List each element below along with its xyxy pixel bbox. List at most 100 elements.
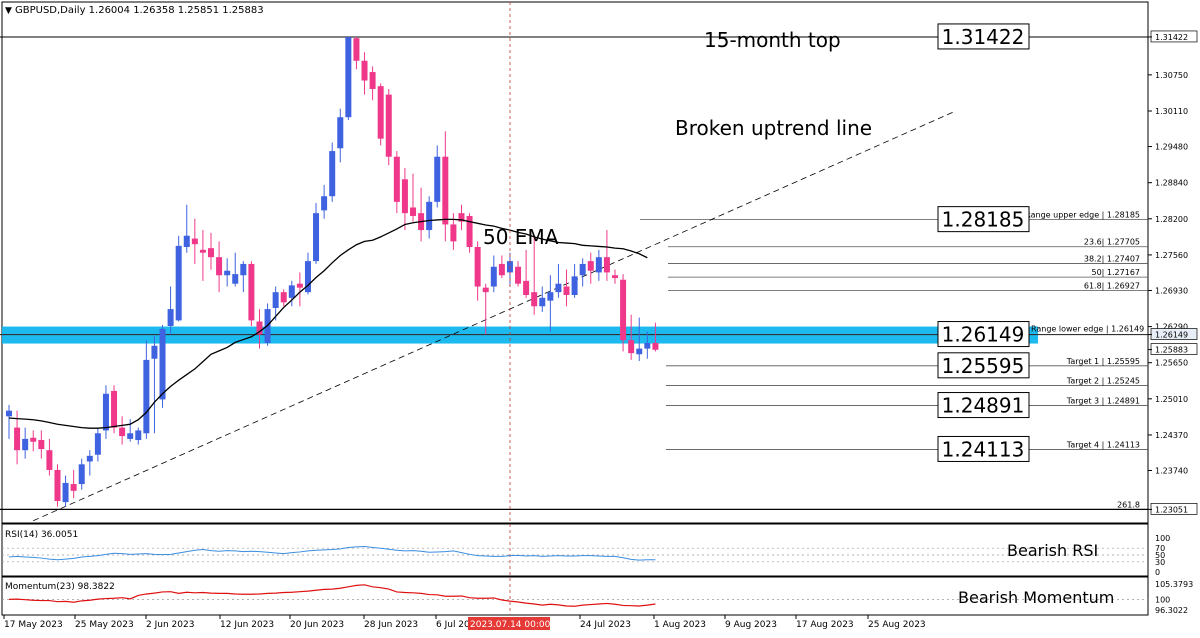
candle-body — [450, 224, 457, 242]
level-label: 50| 1.27167 — [1092, 268, 1141, 277]
rsi-annotation: Bearish RSI — [1007, 541, 1098, 560]
price-callout: 1.28185 — [942, 208, 1025, 232]
candle-body — [78, 464, 85, 485]
candle-body — [208, 248, 214, 258]
price-axis-label: 1.25650 — [1155, 359, 1188, 368]
candle-body — [571, 276, 578, 295]
candle-body — [240, 263, 247, 276]
price-axis-label: 1.23740 — [1155, 467, 1188, 476]
price-callout-box — [937, 23, 1030, 50]
rsi-axis-label: 50 — [1155, 551, 1165, 560]
symbol-header: GBPUSD,Daily 1.26004 1.26358 1.25851 1.2… — [15, 5, 264, 16]
candle-body — [337, 117, 344, 149]
date-label: 2 Jun 2023 — [146, 620, 194, 630]
candle-body — [579, 263, 586, 276]
price-axis-label: 1.24370 — [1155, 431, 1188, 440]
candle-body — [296, 283, 303, 288]
candle-body — [652, 342, 659, 350]
big-labels-layer: 1.31422 1.28185 1.26149 1.25595 1.24891 1.241… — [937, 23, 1030, 462]
price-axis-label: 1.31422 — [1155, 33, 1188, 42]
candle-body — [151, 345, 158, 359]
price-axis-layer: 1.31422 1.30750 1.30110 1.29480 1.28840 1.282… — [1148, 30, 1198, 515]
candle-body — [353, 38, 360, 61]
candle-body — [288, 285, 295, 298]
price-axis-label: 1.30750 — [1155, 71, 1188, 80]
candle-body — [636, 348, 643, 355]
candle-body — [304, 261, 311, 293]
price-callout-box — [937, 206, 1030, 233]
candle-body — [410, 207, 416, 216]
collapse-triangle-icon[interactable]: ▼ — [5, 6, 12, 16]
rsi-axis-label: 100 — [1155, 534, 1170, 543]
candle-body — [248, 263, 255, 321]
candle-body — [620, 279, 627, 341]
uptrend-line — [33, 111, 955, 522]
date-label: 24 Jul 2023 — [580, 620, 631, 630]
candle-body — [313, 213, 320, 262]
selected-date-label: 2023.07.14 00:00 — [470, 620, 551, 630]
date-label: 9 Aug 2023 — [725, 620, 777, 630]
candle-body — [256, 321, 263, 335]
candle-body — [232, 274, 239, 284]
date-label: 20 Jun 2023 — [290, 620, 344, 630]
candle-body — [86, 455, 93, 462]
candle-body — [361, 60, 368, 81]
level-label: Target 2 | 1.25245 — [1066, 377, 1140, 386]
candle-body — [498, 263, 505, 276]
candle-body — [143, 359, 150, 434]
candles-layer — [6, 37, 659, 507]
date-label: 25 Aug 2023 — [868, 620, 926, 630]
candle-body — [38, 440, 45, 450]
candle-body — [595, 257, 602, 273]
date-label: 1 Aug 2023 — [654, 620, 706, 630]
level-label: Target 1 | 1.25595 — [1066, 357, 1140, 366]
price-callout: 1.25595 — [942, 354, 1025, 378]
candle-body — [377, 86, 384, 139]
candle-body — [30, 437, 37, 442]
candle-body — [321, 196, 328, 211]
candle-body — [6, 410, 12, 417]
trendline-annotation: Broken uptrend line — [675, 116, 872, 140]
trendline-layer — [33, 111, 955, 522]
candle-body — [369, 72, 376, 89]
momentum-line — [8, 584, 656, 607]
date-label: 17 Aug 2023 — [796, 620, 854, 630]
date-label: 25 May 2023 — [75, 620, 134, 630]
selected-date-box — [468, 617, 550, 630]
level-label: Range upper edge | 1.28185 — [1025, 211, 1140, 220]
candle-body — [466, 215, 473, 248]
momentum-header: Momentum(23) 98.3822 — [5, 582, 115, 592]
candle-body — [329, 151, 336, 197]
candle-body — [62, 482, 69, 503]
candle-body — [490, 266, 497, 287]
momentum-axis-label: 105.3793 — [1155, 580, 1193, 589]
candle-body — [22, 438, 29, 451]
price-callout-box — [937, 352, 1030, 379]
price-axis-label: 1.30110 — [1155, 107, 1188, 116]
candle-body — [547, 292, 554, 301]
candle-body — [224, 270, 231, 276]
candle-body — [135, 430, 142, 441]
candle-body — [46, 450, 53, 470]
momentum-axis-label: 96.3022 — [1155, 606, 1188, 615]
candle-body — [442, 156, 449, 225]
candle-body — [94, 433, 101, 455]
momentum-annotation: Bearish Momentum — [958, 588, 1114, 607]
candle-body — [216, 257, 223, 276]
candle-body — [280, 292, 287, 303]
level-label: 61.8| 1.26927 — [1084, 282, 1140, 291]
candle-body — [385, 94, 392, 157]
levels-layer: Range upper edge | 1.28185 23.6| 1.27705 3… — [0, 36, 1148, 510]
candle-body — [183, 235, 190, 248]
date-label: 6 Jul 20 — [436, 620, 470, 630]
candle-body — [159, 328, 166, 400]
candle-body — [175, 245, 182, 321]
price-axis-label: 1.28200 — [1155, 215, 1188, 224]
price-callout: 1.24113 — [942, 437, 1025, 461]
candle-body — [587, 261, 594, 271]
rsi-line — [8, 545, 656, 561]
date-label: 12 Jun 2023 — [220, 620, 274, 630]
ema-layer — [8, 218, 648, 429]
price-callout: 1.26149 — [942, 323, 1025, 347]
